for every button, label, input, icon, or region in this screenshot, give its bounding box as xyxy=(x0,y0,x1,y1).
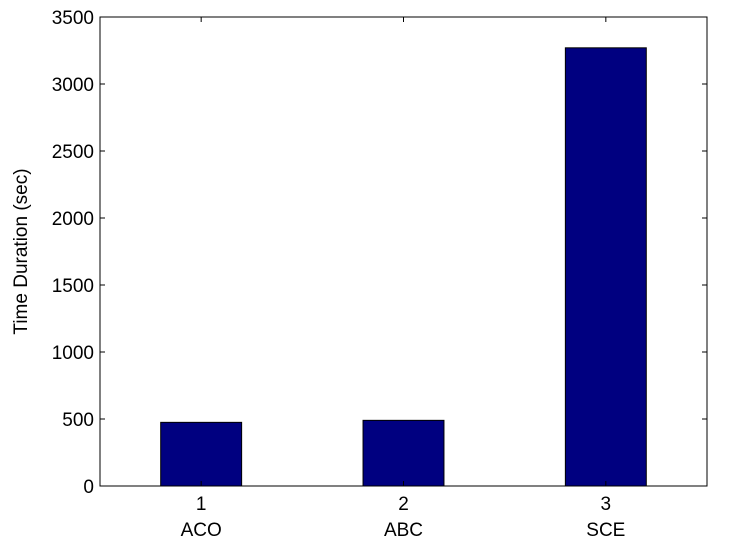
x-category-name-aco: ACO xyxy=(181,520,222,541)
x-tick-label-1: 1 xyxy=(196,494,207,515)
x-tick-label-3: 3 xyxy=(601,494,612,515)
bars-group xyxy=(160,47,647,487)
y-tick-label-1000: 1000 xyxy=(52,343,94,364)
y-tick-label-1500: 1500 xyxy=(52,276,94,297)
y-tick-label-3000: 3000 xyxy=(52,75,94,96)
x-axis-ticks: 1 ACO 2 ABC 3 SCE xyxy=(181,17,625,541)
y-tick-label-2500: 2500 xyxy=(52,142,94,163)
bar-aco xyxy=(160,421,243,487)
y-tick-label-500: 500 xyxy=(62,410,94,431)
x-category-name-abc: ABC xyxy=(384,520,423,541)
bar-sce xyxy=(564,47,647,487)
bar-abc xyxy=(362,419,445,487)
x-category-name-sce: SCE xyxy=(586,520,625,541)
y-axis-label: Time Duration (sec) xyxy=(11,168,32,334)
y-tick-label-0: 0 xyxy=(83,477,94,498)
x-tick-label-2: 2 xyxy=(398,494,409,515)
y-axis-ticks: 0 500 1000 1500 2000 2500 3000 3500 xyxy=(52,8,707,498)
y-tick-label-3500: 3500 xyxy=(52,8,94,29)
y-tick-label-2000: 2000 xyxy=(52,209,94,230)
